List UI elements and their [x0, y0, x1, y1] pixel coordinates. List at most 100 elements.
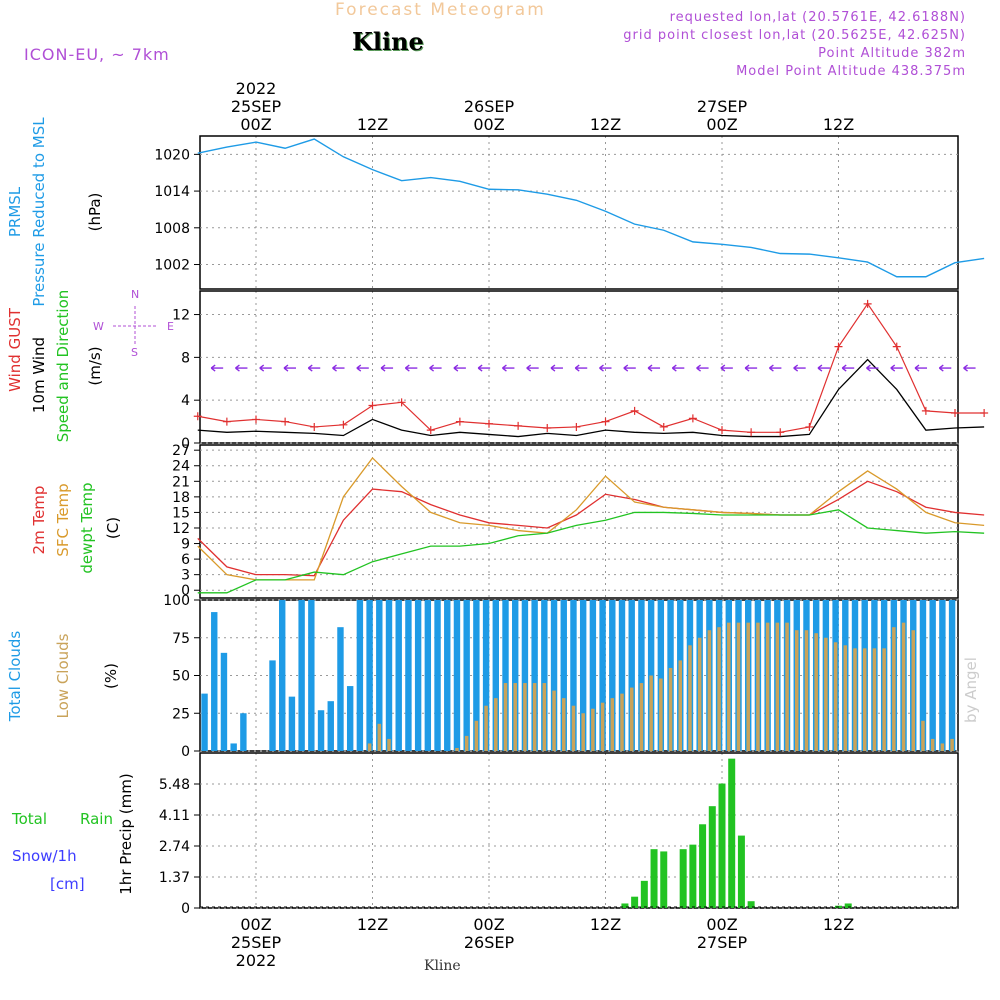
temp-label-2m: 2m Temp [30, 486, 48, 555]
low-cloud-bar [523, 683, 527, 751]
wind-tick-label: 4 [181, 393, 190, 409]
wind-direction-arrow [769, 364, 782, 372]
total-cloud-bar [589, 600, 597, 751]
total-cloud-bar [317, 710, 325, 751]
low-cloud-bar [746, 622, 750, 751]
total-cloud-bar [453, 600, 461, 751]
wind-direction-arrow [477, 364, 491, 372]
info-requested: requested lon,lat (20.5761E, 42.6188N) [669, 10, 966, 25]
low-cloud-bar [367, 743, 372, 751]
bottom-axis-date-label: 25SEP [231, 933, 282, 952]
precip-bar [621, 903, 629, 908]
clouds-tick-label: 100 [163, 593, 190, 609]
low-cloud-bar [921, 720, 925, 751]
gust-marker [747, 428, 756, 437]
bottom-axis-time-label: 00Z [240, 915, 271, 934]
wind-direction-arrow [404, 364, 418, 372]
low-cloud-bar [455, 747, 459, 751]
wind-label-10m: 10m Wind [30, 337, 48, 413]
pressure-tick-label: 1014 [154, 184, 190, 200]
low-cloud-bar [785, 622, 789, 751]
low-cloud-bar [659, 678, 663, 751]
gust-marker [630, 406, 639, 415]
low-cloud-bar [707, 630, 712, 751]
wind-direction-arrow [259, 364, 272, 372]
clouds-tick-label: 0 [181, 744, 190, 760]
wind-direction-arrow [817, 364, 830, 372]
clouds-tick-label: 75 [172, 631, 190, 647]
precip-label-total: Total [11, 810, 47, 828]
temperature-tick-label: 12 [172, 521, 190, 537]
wind-direction-arrow [890, 364, 903, 372]
gust-marker [310, 422, 319, 431]
panel-frame-0 [199, 135, 959, 290]
low-cloud-bar [571, 705, 576, 751]
low-cloud-bar [542, 683, 547, 751]
top-axis-date-label: 26SEP [464, 97, 515, 116]
total-cloud-bar [939, 600, 946, 751]
low-cloud-bar [765, 622, 770, 751]
wind-direction-arrow [963, 364, 976, 372]
low-cloud-bar [756, 622, 760, 751]
gust-marker [281, 417, 290, 426]
precip-tick-label: 0 [181, 901, 190, 917]
low-cloud-bar [503, 683, 508, 751]
bottom-axis-time-label: 00Z [473, 915, 504, 934]
total-cloud-bar [220, 652, 228, 751]
footer-location: Kline [424, 958, 461, 974]
low-cloud-bar [464, 735, 469, 751]
low-cloud-bar [552, 690, 556, 751]
temp-unit-label: (C) [104, 517, 122, 539]
temperature-tick-label: 0 [181, 583, 190, 599]
wind-direction-arrow [283, 364, 296, 372]
gust-marker [426, 426, 435, 435]
top-axis-time-label: 12Z [357, 115, 388, 134]
gust-marker [980, 409, 989, 418]
low-cloud-bar [629, 687, 634, 751]
low-cloud-bar [474, 720, 479, 751]
total-cloud-bar [628, 600, 635, 751]
precip-bar [689, 844, 697, 908]
bottom-axis-time-label: 12Z [823, 915, 854, 934]
wind-direction-arrow [671, 364, 685, 372]
wind-direction-arrow [744, 364, 758, 372]
wind-direction-arrow [841, 364, 855, 372]
low-cloud-bar [727, 622, 731, 751]
low-cloud-bar [484, 705, 488, 751]
temp-dewpt-line [197, 509, 985, 594]
total-cloud-bar [444, 600, 451, 751]
low-cloud-bar [795, 630, 799, 751]
total-cloud-bar [298, 600, 305, 751]
wind-speed-line [197, 358, 985, 438]
precip-bar [640, 880, 648, 908]
clouds-unit-label: (%) [102, 663, 120, 689]
gust-marker [193, 412, 202, 421]
gust-marker [776, 428, 785, 437]
temperature-tick-label: 15 [172, 505, 190, 521]
total-cloud-bar [395, 600, 402, 751]
precip-bar [844, 903, 852, 908]
gust-marker [601, 417, 610, 426]
compass-east-label: E [167, 320, 174, 333]
temperature-tick-label: 24 [172, 459, 190, 475]
total-cloud-bar [385, 600, 393, 751]
precip-tick-label: 5.48 [159, 777, 190, 793]
low-cloud-bar [843, 645, 848, 751]
total-cloud-bar [929, 600, 936, 751]
gust-marker [688, 414, 697, 423]
low-cloud-bar [833, 642, 838, 751]
top-axis-time-label: 12Z [823, 115, 854, 134]
total-cloud-bar [638, 600, 645, 751]
gust-marker [718, 426, 726, 435]
gust-marker [252, 415, 260, 424]
wind-direction-arrow [550, 364, 563, 372]
total-cloud-bar [405, 600, 412, 751]
total-cloud-bar [541, 600, 548, 751]
precip-bar [650, 849, 658, 908]
total-cloud-bar [269, 660, 276, 751]
precip-label-rain: Rain [80, 810, 113, 828]
total-cloud-bar [948, 600, 956, 751]
low-cloud-bar [930, 738, 935, 751]
wind-direction-arrow [696, 364, 709, 372]
